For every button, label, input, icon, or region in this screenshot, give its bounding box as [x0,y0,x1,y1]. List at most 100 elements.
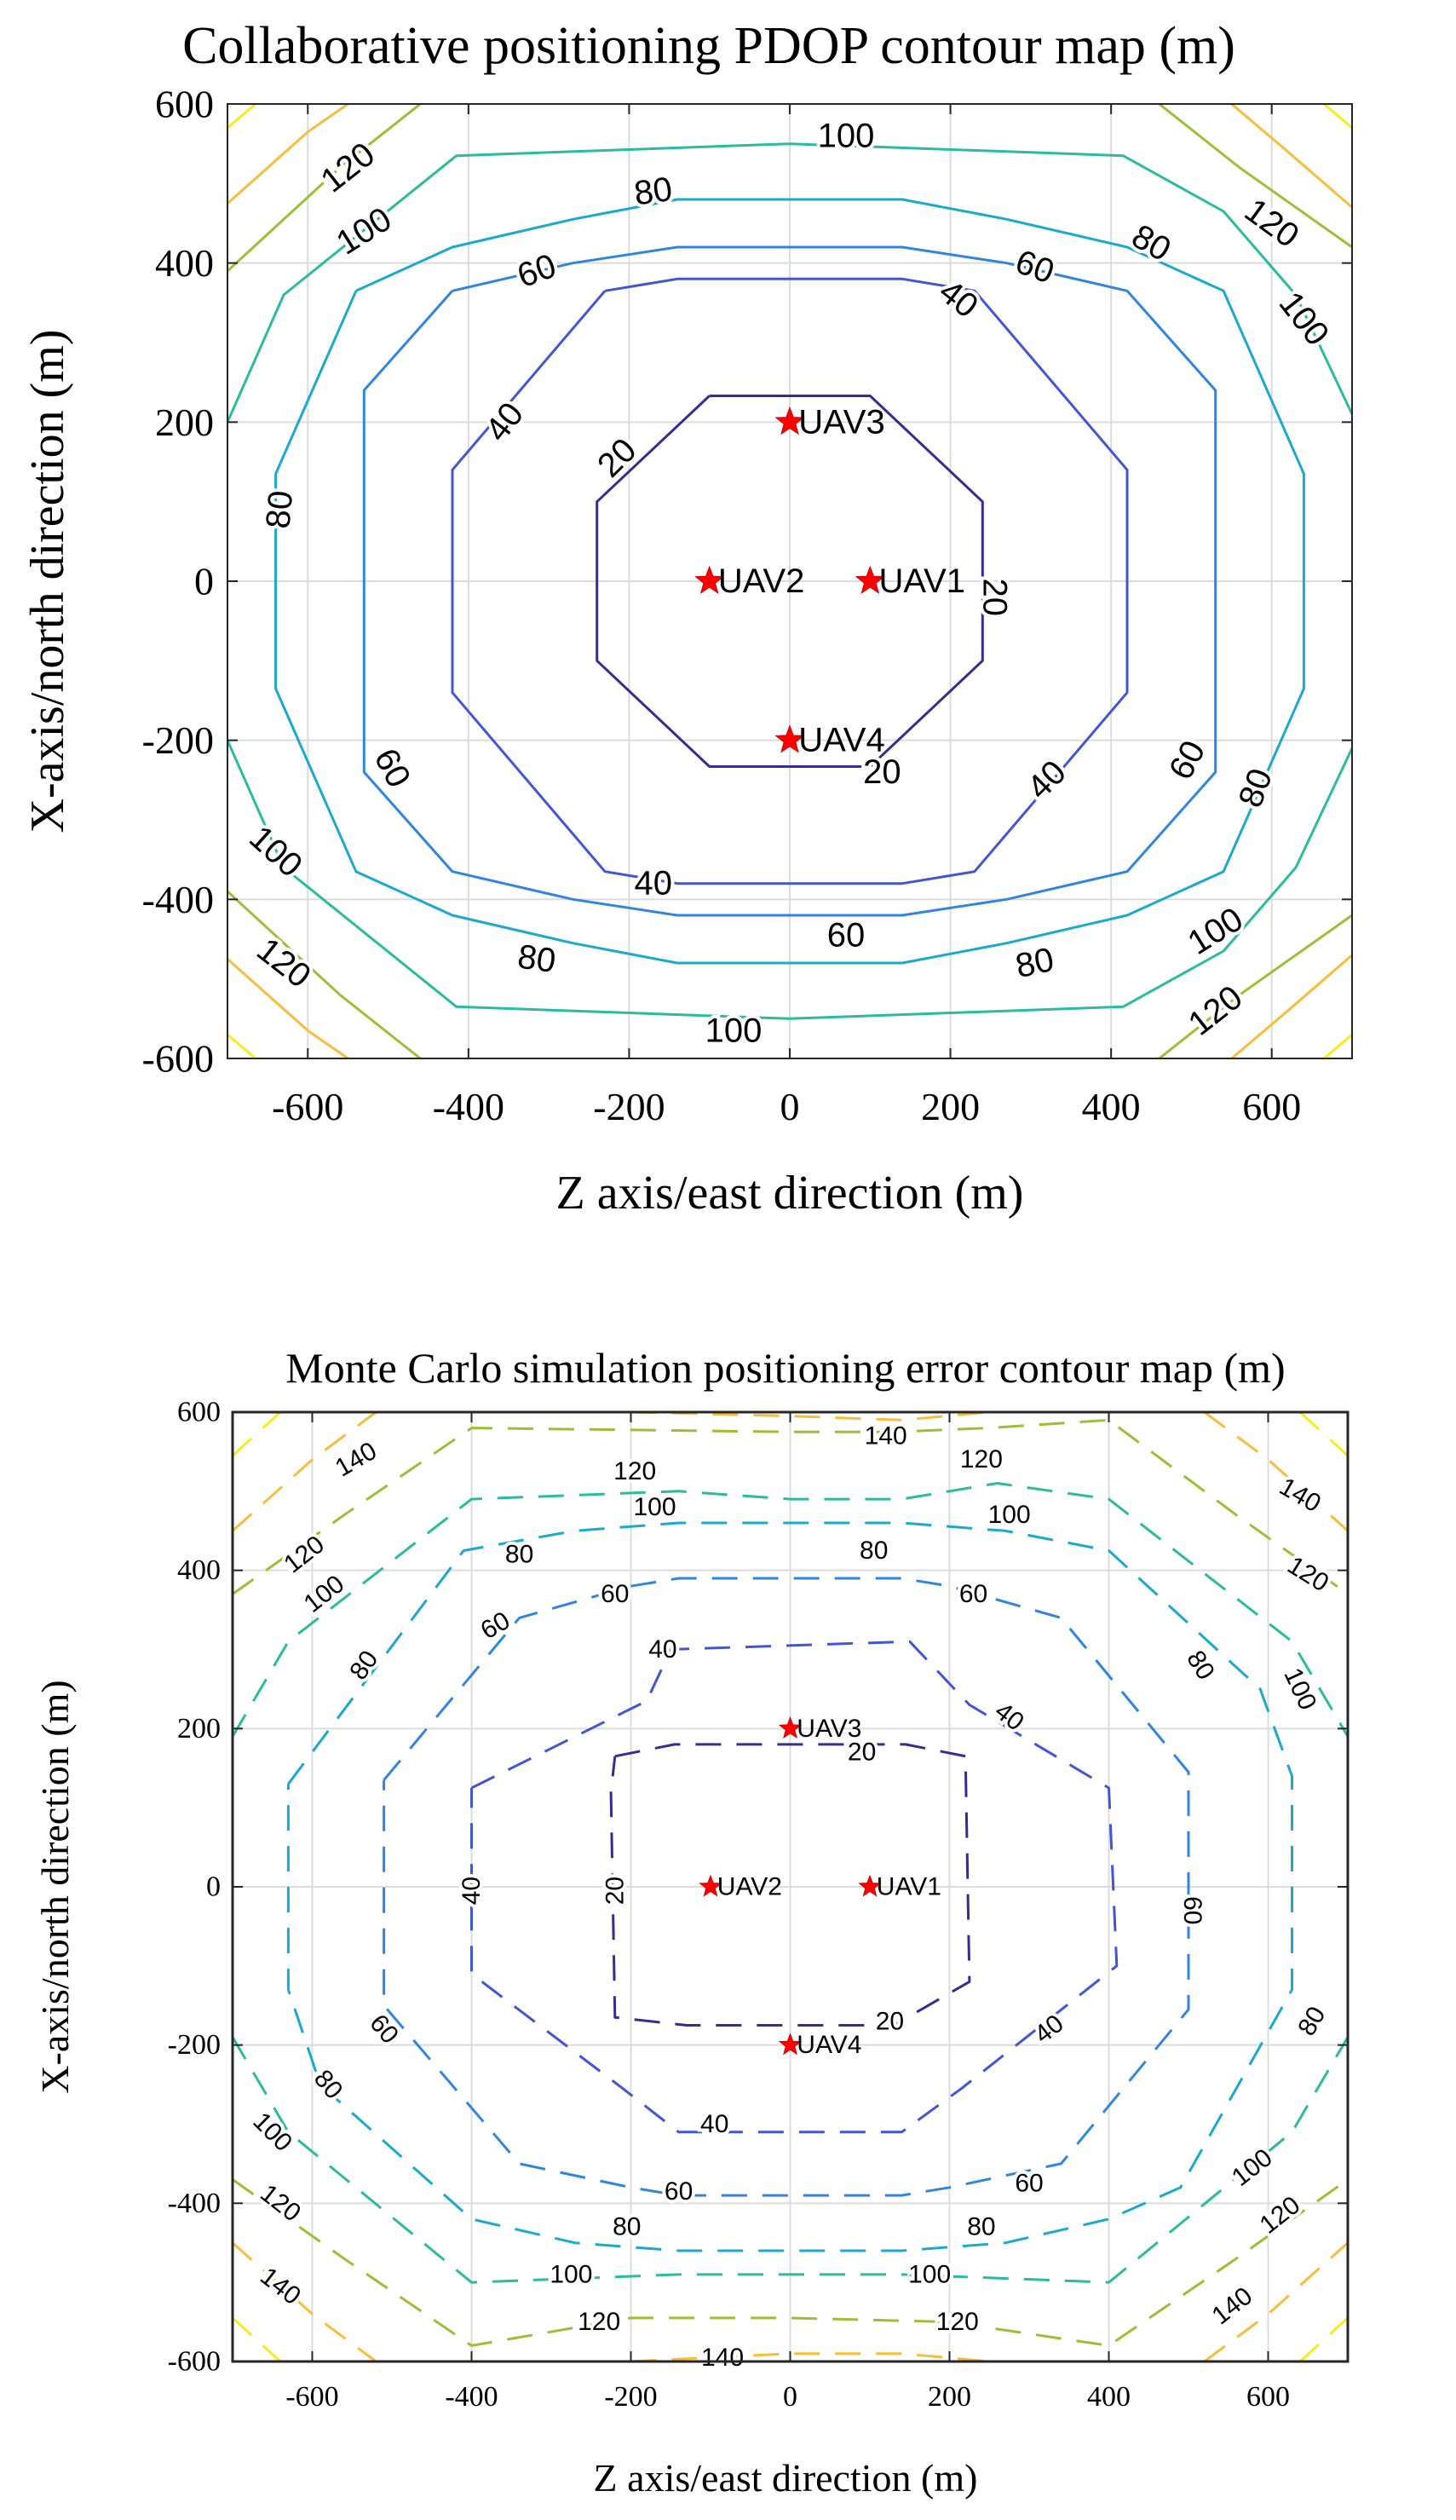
x-tick-label: -600 [285,2381,338,2413]
contour-line-100 [227,740,1352,1020]
contour-label: 100 [908,2260,951,2288]
uav-label: UAV3 [798,403,885,441]
contour-line-160 [1323,1033,1352,1058]
x-tick-label: 400 [1087,2381,1131,2413]
contour-line-140 [630,2352,990,2361]
contour-line-160 [233,2316,282,2361]
y-tick-label: -600 [142,1037,214,1081]
x-tick-label: -200 [593,1085,665,1128]
contour-line-140 [630,1412,990,1421]
x-tick-label: -400 [445,2381,498,2413]
contour-label: 40 [458,1877,486,1905]
y-tick-label: 200 [155,401,214,444]
x-tick-label: -400 [433,1085,504,1128]
x-tick-label: -600 [272,1085,343,1128]
uav-marker-uav3 [778,1716,803,1739]
x-tick-label: 600 [1242,1085,1301,1128]
contour-label: 140 [865,1421,907,1450]
x-axis-label: Z axis/east direction (m) [594,2456,978,2500]
contour-line-100 [227,142,1352,423]
contour-label: 20 [848,1739,876,1767]
contour-label: 60 [601,1580,629,1608]
contour-label: 80 [259,489,300,530]
contour-label: 120 [960,1445,1003,1473]
contour-label: 80 [515,937,558,980]
contour-line-160 [1298,1412,1348,1457]
x-tick-label: 200 [928,2381,971,2413]
uav-markers: UAV1 UAV2 UAV3 UAV4 [699,1715,941,2059]
uav-marker-uav4 [774,724,805,753]
contour-line-160 [227,1033,256,1058]
y-tick-label: -200 [168,2029,221,2061]
contour-line-80 [286,1521,1293,2252]
x-axis-ticks: -600 -400 -200 0 200 400 600 [285,1412,1290,2413]
contour-line-140 [227,958,349,1058]
uav-label: UAV1 [878,562,965,600]
y-tick-label: 600 [177,1397,221,1428]
contour-line-120 [1158,914,1352,1058]
x-tick-label: 0 [783,2381,797,2413]
contour-label: 100 [818,117,875,154]
contour-label: 20 [601,1877,629,1905]
y-axis-ticks: -600 -400 -200 0 200 400 600 [168,1397,1348,2378]
contour-label: 60 [827,916,866,954]
contour-label: 20 [975,578,1013,616]
contour-line-40 [470,1640,1119,2134]
contour-line-120 [1158,104,1352,249]
contour-line-160 [233,1412,282,1457]
contour-line-20 [609,1743,971,2027]
uav-label: UAV4 [798,722,885,759]
contour-label: 80 [967,2213,995,2241]
contour-label: 120 [578,2308,620,2336]
x-axis-label: Z axis/east direction (m) [556,1167,1024,1220]
chart-monte-carlo: Monte Carlo simulation positioning error… [33,1344,1350,2500]
x-axis-ticks: -600 -400 -200 0 200 400 600 [272,104,1301,1128]
contour-label: 80 [1012,941,1057,985]
contour-label: 120 [613,1457,656,1485]
contour-label: 40 [648,1635,676,1664]
contour-line-160 [227,104,256,130]
contour-label: 140 [701,2344,744,2372]
contour-label: 40 [634,865,672,902]
contour-line-40 [451,277,1129,885]
contour-line-60 [383,1577,1190,2197]
uav-marker-uav1 [858,1874,882,1897]
contour-label: 80 [860,1537,888,1565]
chart-title: Collaborative positioning PDOP contour m… [182,17,1235,75]
contour-label: 40 [700,2110,728,2138]
contour-lines [227,104,1352,1058]
contour-label: 120 [936,2308,979,2336]
contour-line-20 [596,395,984,768]
uav-marker-uav4 [778,2033,803,2056]
contour-label: 60 [1015,2170,1043,2198]
y-axis-label: X-axis/north direction (m) [21,330,74,833]
contour-line-140 [227,104,349,205]
uav-markers: UAV1 UAV2 UAV3 UAV4 [694,403,965,759]
contour-label: 100 [988,1501,1031,1529]
x-tick-label: -200 [604,2381,657,2413]
y-tick-label: -400 [168,2188,221,2219]
contour-line-140 [1230,104,1352,209]
uav-marker-uav1 [855,565,885,594]
y-tick-label: 0 [206,1871,221,1903]
uav-label: UAV4 [797,2031,861,2059]
contour-line-160 [1323,104,1352,130]
y-tick-label: -400 [142,878,214,921]
x-tick-label: 200 [921,1085,980,1128]
y-tick-label: -200 [142,718,214,762]
contour-label: 80 [632,170,675,213]
contour-label: 20 [876,2007,904,2035]
contour-label: 60 [1178,1896,1206,1924]
x-tick-label: 0 [780,1085,800,1128]
y-tick-label: 400 [177,1554,221,1586]
contour-label: 100 [633,1493,676,1521]
y-axis-ticks: -600 -400 -200 0 200 400 600 [142,83,1352,1081]
contour-line-120 [227,890,422,1058]
uav-marker-uav2 [694,565,725,594]
uav-marker-uav3 [774,406,805,435]
y-tick-label: -600 [168,2346,221,2378]
uav-label: UAV2 [717,1873,782,1901]
chart-pdop: Collaborative positioning PDOP contour m… [21,17,1353,1220]
uav-label: UAV1 [877,1873,941,1901]
